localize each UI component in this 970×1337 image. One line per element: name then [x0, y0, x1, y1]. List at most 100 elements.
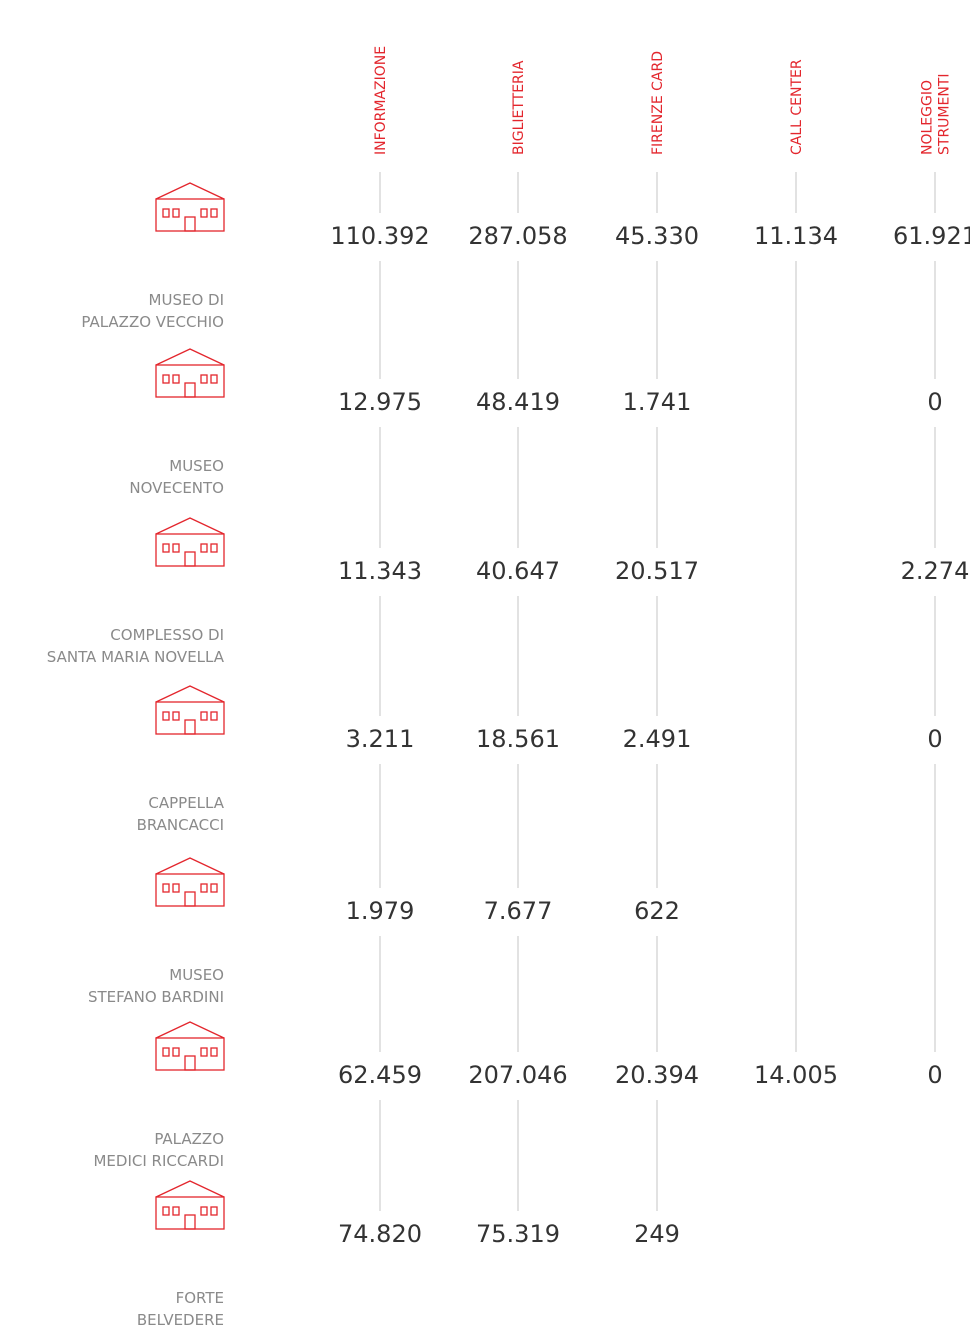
- icon-door: [185, 1056, 195, 1070]
- building-icon: [156, 686, 224, 734]
- cell-value: 2.274: [901, 557, 970, 585]
- icon-door: [185, 552, 195, 566]
- museum-name: CAPPELLA: [148, 794, 224, 812]
- cell-value: 61.921: [893, 222, 970, 250]
- cell-value: 12.975: [338, 388, 422, 416]
- cell-value: 7.677: [484, 897, 553, 925]
- icon-window: [201, 544, 207, 552]
- building-icon: [156, 518, 224, 566]
- cell-value: 110.392: [330, 222, 429, 250]
- cell-value: 11.134: [754, 222, 838, 250]
- icon-window: [201, 1207, 207, 1215]
- icon-window: [201, 375, 207, 383]
- icon-window: [163, 1048, 169, 1056]
- icon-window: [211, 544, 217, 552]
- museum-name: MEDICI RICCARDI: [93, 1152, 224, 1170]
- icon-window: [211, 375, 217, 383]
- icon-body: [156, 702, 224, 734]
- icon-door: [185, 217, 195, 231]
- museum-name: PALAZZO VECCHIO: [81, 313, 224, 331]
- column-header: BIGLIETTERIA: [511, 60, 527, 155]
- icon-roof: [156, 1181, 224, 1197]
- column-header: CALL CENTER: [789, 59, 805, 155]
- icon-roof: [156, 1022, 224, 1038]
- building-icon: [156, 858, 224, 906]
- museum-name: PALAZZO: [154, 1130, 224, 1148]
- column-header: NOLEGGIO: [920, 80, 936, 155]
- museum-name: STEFANO BARDINI: [88, 988, 224, 1006]
- icon-window: [173, 544, 179, 552]
- icon-window: [173, 375, 179, 383]
- cell-value: 18.561: [476, 725, 560, 753]
- museum-name: BRANCACCI: [137, 816, 224, 834]
- cell-value: 75.319: [476, 1220, 560, 1248]
- icon-window: [173, 209, 179, 217]
- icon-window: [211, 1207, 217, 1215]
- icon-window: [173, 884, 179, 892]
- museum-name: SANTA MARIA NOVELLA: [47, 648, 225, 666]
- cell-value: 3.211: [346, 725, 415, 753]
- cell-value: 45.330: [615, 222, 699, 250]
- cell-value: 249: [634, 1220, 680, 1248]
- icon-door: [185, 1215, 195, 1229]
- icon-door: [185, 720, 195, 734]
- icon-body: [156, 1197, 224, 1229]
- icon-window: [201, 712, 207, 720]
- icon-window: [163, 884, 169, 892]
- icon-window: [211, 712, 217, 720]
- icon-window: [211, 209, 217, 217]
- museum-name: MUSEO: [169, 457, 224, 475]
- column-header: STRUMENTI: [937, 74, 953, 156]
- cell-value: 287.058: [468, 222, 567, 250]
- museum-name: BELVEDERE: [137, 1311, 224, 1329]
- museum-name: COMPLESSO DI: [110, 626, 224, 644]
- icon-window: [201, 1048, 207, 1056]
- icon-window: [163, 375, 169, 383]
- museum-name: NOVECENTO: [129, 479, 224, 497]
- icon-body: [156, 199, 224, 231]
- cell-value: 207.046: [468, 1061, 567, 1089]
- icon-window: [201, 884, 207, 892]
- cell-value: 0: [927, 388, 942, 416]
- icon-body: [156, 534, 224, 566]
- cell-value: 622: [634, 897, 680, 925]
- cell-value: 20.394: [615, 1061, 699, 1089]
- museum-name: FORTE: [176, 1289, 224, 1307]
- icon-window: [163, 712, 169, 720]
- icon-roof: [156, 518, 224, 534]
- cell-value: 0: [927, 1061, 942, 1089]
- icon-window: [163, 1207, 169, 1215]
- icon-roof: [156, 349, 224, 365]
- icon-body: [156, 365, 224, 397]
- column-header: FIRENZE CARD: [650, 51, 666, 155]
- icon-window: [163, 544, 169, 552]
- icon-window: [211, 1048, 217, 1056]
- icon-window: [201, 209, 207, 217]
- icon-body: [156, 1038, 224, 1070]
- cell-value: 48.419: [476, 388, 560, 416]
- building-icon: [156, 349, 224, 397]
- icon-door: [185, 892, 195, 906]
- cell-value: 2.491: [623, 725, 692, 753]
- icon-body: [156, 874, 224, 906]
- cell-value: 74.820: [338, 1220, 422, 1248]
- infographic: INFORMAZIONE BIGLIETTERIA FIRENZE CARD CALL…: [0, 0, 970, 1337]
- cell-value: 40.647: [476, 557, 560, 585]
- cell-value: 14.005: [754, 1061, 838, 1089]
- cell-value: 20.517: [615, 557, 699, 585]
- icon-roof: [156, 183, 224, 199]
- cell-value: 0: [927, 725, 942, 753]
- icon-door: [185, 383, 195, 397]
- icon-window: [173, 1048, 179, 1056]
- building-icon: [156, 183, 224, 231]
- cell-value: 1.979: [346, 897, 415, 925]
- museum-name: MUSEO: [169, 966, 224, 984]
- cell-value: 62.459: [338, 1061, 422, 1089]
- column-header: INFORMAZIONE: [373, 46, 389, 155]
- building-icon: [156, 1022, 224, 1070]
- icon-window: [163, 209, 169, 217]
- icon-window: [173, 712, 179, 720]
- cell-value: 11.343: [338, 557, 422, 585]
- icon-roof: [156, 686, 224, 702]
- icon-roof: [156, 858, 224, 874]
